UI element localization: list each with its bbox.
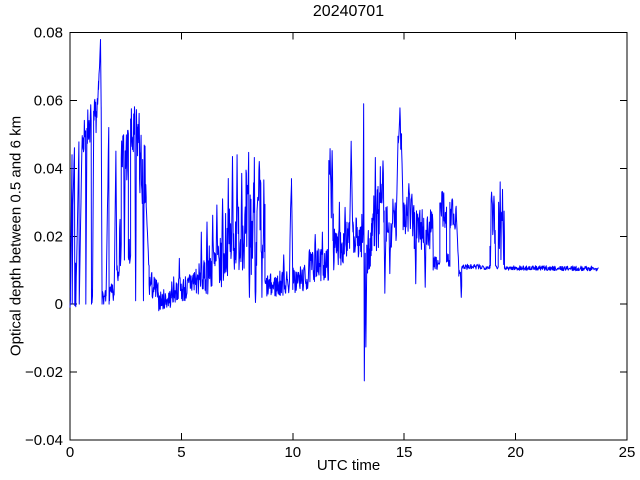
data-series-line <box>69 38 599 382</box>
x-tick-label: 10 <box>284 444 301 461</box>
x-tick-label: 20 <box>507 444 524 461</box>
y-tick-label: 0.08 <box>34 25 63 42</box>
x-tick-label: 25 <box>619 444 636 461</box>
chart-title: 20240701 <box>312 3 385 20</box>
y-tick-label: 0.04 <box>34 160 63 177</box>
y-tick-label: 0 <box>55 296 63 313</box>
x-tick-label: 15 <box>396 444 413 461</box>
x-axis-label: UTC time <box>316 457 381 474</box>
x-tick-label: 0 <box>66 444 74 461</box>
y-tick-label: −0.02 <box>25 364 63 381</box>
y-axis-label: Optical depth between 0.5 and 6 km <box>7 115 25 357</box>
y-tick-label: 0.02 <box>34 228 63 245</box>
y-tick-label: 0.06 <box>34 92 63 109</box>
y-tick-label: −0.04 <box>25 432 63 449</box>
x-tick-label: 5 <box>177 444 185 461</box>
